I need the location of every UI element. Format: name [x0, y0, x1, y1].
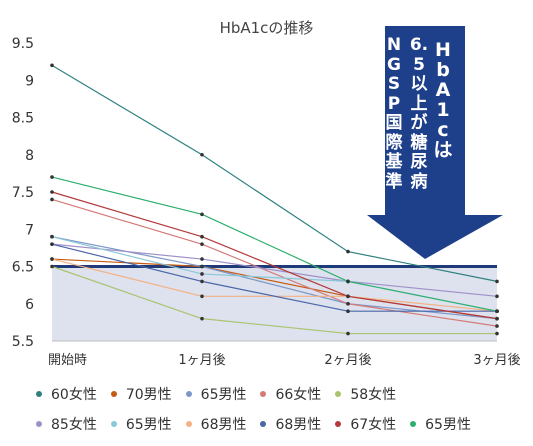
legend-item: 60女性 — [36, 384, 97, 404]
data-point — [50, 257, 54, 261]
legend-swatch — [110, 421, 117, 427]
legend-label: 68男性 — [200, 417, 247, 433]
data-point — [50, 234, 54, 239]
legend-item: 58女性 — [335, 384, 396, 404]
y-tick-label: 7.5 — [12, 185, 34, 201]
data-point — [495, 294, 499, 299]
legend-label: 70男性 — [125, 387, 172, 403]
y-tick-label: 9 — [25, 73, 34, 89]
legend-row: 60女性 70男性 65男性 66女性 58女性 — [36, 384, 410, 404]
legend-item: 67女性 — [335, 414, 396, 434]
data-point — [495, 331, 499, 336]
x-tick-label: 3ヶ月後 — [473, 353, 520, 368]
series-58女性 — [50, 264, 499, 336]
series-line — [51, 198, 498, 327]
down-arrow-shape — [367, 26, 503, 259]
legend-swatch — [36, 421, 42, 427]
data-point — [346, 249, 350, 254]
legend-item: 66女性 — [260, 384, 321, 404]
legend-item: 65男性 — [410, 414, 471, 434]
annotation-line: HbA1cは — [433, 39, 453, 161]
legend-label: 65男性 — [125, 417, 172, 433]
data-point — [200, 294, 204, 299]
data-point — [200, 257, 204, 261]
data-point — [50, 175, 54, 179]
y-tick-label: 8.5 — [12, 111, 34, 127]
legend-item: 68男性 — [185, 414, 247, 434]
axes: 9.5 9 8.5 8 7.5 7 6.5 6 5.5 開始時 1ヶ月後 2ヶ月後 3ヶ月後 — [12, 36, 521, 368]
data-point — [50, 63, 54, 68]
series-line — [51, 176, 498, 312]
data-point — [50, 242, 54, 246]
y-tick-label: 7 — [25, 222, 34, 238]
data-point — [50, 197, 54, 202]
legend-item: 65男性 — [110, 414, 172, 434]
data-point — [346, 309, 350, 314]
series-line — [51, 243, 498, 297]
data-point — [200, 152, 204, 157]
series-lines — [50, 63, 499, 336]
x-tick-label: 1ヶ月後 — [178, 353, 225, 368]
series-65男性 — [50, 175, 499, 314]
legend-swatch — [260, 421, 267, 427]
series-line — [51, 191, 498, 320]
data-point — [200, 279, 204, 284]
data-point — [495, 279, 499, 284]
legend-label: 67女性 — [350, 417, 397, 433]
data-point — [495, 309, 499, 314]
y-tick-label: 6.5 — [12, 260, 34, 276]
y-tick-label: 5.5 — [12, 334, 34, 350]
legend-row: 85女性 65男性 68男性 68男性 67女性 65男性 — [36, 414, 485, 434]
legend-item: 68男性 — [260, 414, 321, 434]
chart-title: HbA1cの推移 — [219, 19, 314, 37]
legend-item: 70男性 — [110, 384, 172, 404]
legend-label: 65男性 — [425, 417, 471, 433]
data-point — [200, 316, 204, 321]
y-tick-label: 6 — [25, 297, 34, 313]
legend-label: 65男性 — [200, 387, 247, 403]
data-point — [200, 242, 204, 246]
legend-label: 66女性 — [275, 387, 322, 403]
data-point — [50, 190, 54, 194]
data-point — [495, 324, 499, 328]
series-66女性 — [50, 197, 499, 328]
y-tick-label: 9.5 — [12, 36, 34, 52]
x-tick-label: 2ヶ月後 — [324, 353, 371, 368]
data-point — [346, 279, 350, 284]
data-point — [200, 264, 204, 269]
legend-swatch — [260, 391, 267, 397]
legend-item: 85女性 — [36, 414, 97, 434]
data-point — [346, 294, 350, 299]
data-point — [200, 212, 204, 217]
annotation-line: NGSP国際基準 — [385, 35, 403, 192]
legend-swatch — [110, 391, 117, 397]
data-point — [50, 264, 54, 269]
annotation-line: 6.5以上が糖尿病 — [409, 35, 429, 192]
legend-swatch — [410, 421, 417, 427]
legend-swatch — [185, 421, 192, 427]
series-67女性 — [50, 190, 499, 321]
data-point — [495, 316, 499, 321]
legend-swatch — [36, 391, 42, 397]
legend-label: 85女性 — [51, 417, 97, 433]
legend-label: 60女性 — [51, 387, 97, 403]
series-60女性 — [50, 63, 499, 284]
data-point — [346, 301, 350, 306]
legend-swatch — [335, 391, 342, 397]
y-tick-label: 8 — [25, 148, 34, 164]
legend-label: 68男性 — [275, 417, 322, 433]
annotation-arrow — [367, 26, 503, 259]
series-line — [51, 243, 497, 312]
data-point — [200, 234, 204, 239]
data-point — [346, 331, 350, 336]
series-line — [51, 64, 498, 282]
legend-item: 65男性 — [185, 384, 247, 404]
x-tick-label: 開始時 — [48, 353, 87, 368]
legend-swatch — [185, 391, 192, 397]
legend-swatch — [335, 421, 342, 427]
legend-label: 58女性 — [350, 387, 397, 403]
series-line — [51, 265, 497, 335]
data-point — [200, 272, 204, 276]
